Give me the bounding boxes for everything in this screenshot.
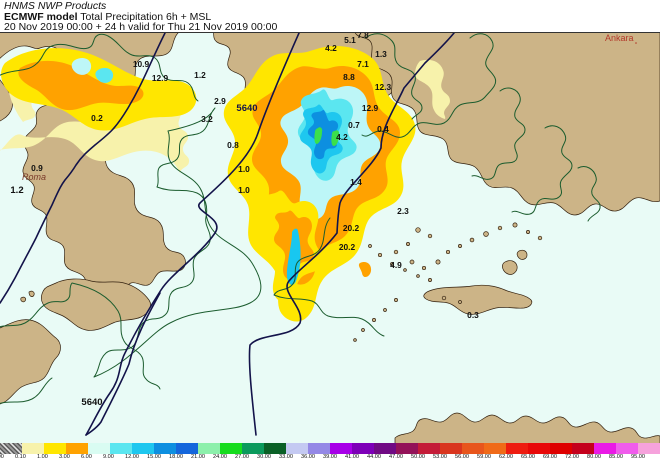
- svg-text:1.2: 1.2: [10, 185, 23, 196]
- svg-text:1.2: 1.2: [194, 70, 206, 80]
- svg-text:2.9: 2.9: [214, 96, 226, 106]
- svg-text:3.2: 3.2: [201, 114, 213, 124]
- svg-text:12.9: 12.9: [362, 103, 379, 113]
- svg-text:7.1: 7.1: [357, 59, 369, 69]
- svg-text:20.2: 20.2: [343, 223, 360, 233]
- svg-text:0.2: 0.2: [91, 113, 103, 123]
- svg-text:4.2: 4.2: [325, 43, 337, 53]
- svg-text:5.1: 5.1: [344, 35, 356, 45]
- svg-text:0.8: 0.8: [227, 140, 239, 150]
- svg-text:5640: 5640: [236, 103, 257, 114]
- svg-text:12.3: 12.3: [375, 82, 392, 92]
- svg-text:1.0: 1.0: [238, 164, 250, 174]
- svg-text:1.4: 1.4: [350, 177, 362, 187]
- svg-text:8.8: 8.8: [343, 72, 355, 82]
- svg-text:1.0: 1.0: [238, 185, 250, 195]
- svg-text:20.2: 20.2: [339, 242, 356, 252]
- svg-text:4.2: 4.2: [336, 132, 348, 142]
- svg-text:7.8: 7.8: [357, 33, 369, 40]
- svg-text:0.7: 0.7: [348, 120, 360, 130]
- svg-text:4.9: 4.9: [390, 260, 402, 270]
- svg-text:2.3: 2.3: [397, 206, 409, 216]
- svg-text:1.3: 1.3: [375, 49, 387, 59]
- svg-text:0.4: 0.4: [377, 124, 389, 134]
- svg-text:5640: 5640: [81, 397, 102, 408]
- svg-text:12.9: 12.9: [152, 73, 169, 83]
- svg-text:Ankara: Ankara: [605, 33, 634, 43]
- svg-text:0.3: 0.3: [467, 310, 479, 320]
- svg-text:Roma: Roma: [22, 172, 46, 182]
- svg-text:10.9: 10.9: [133, 59, 150, 69]
